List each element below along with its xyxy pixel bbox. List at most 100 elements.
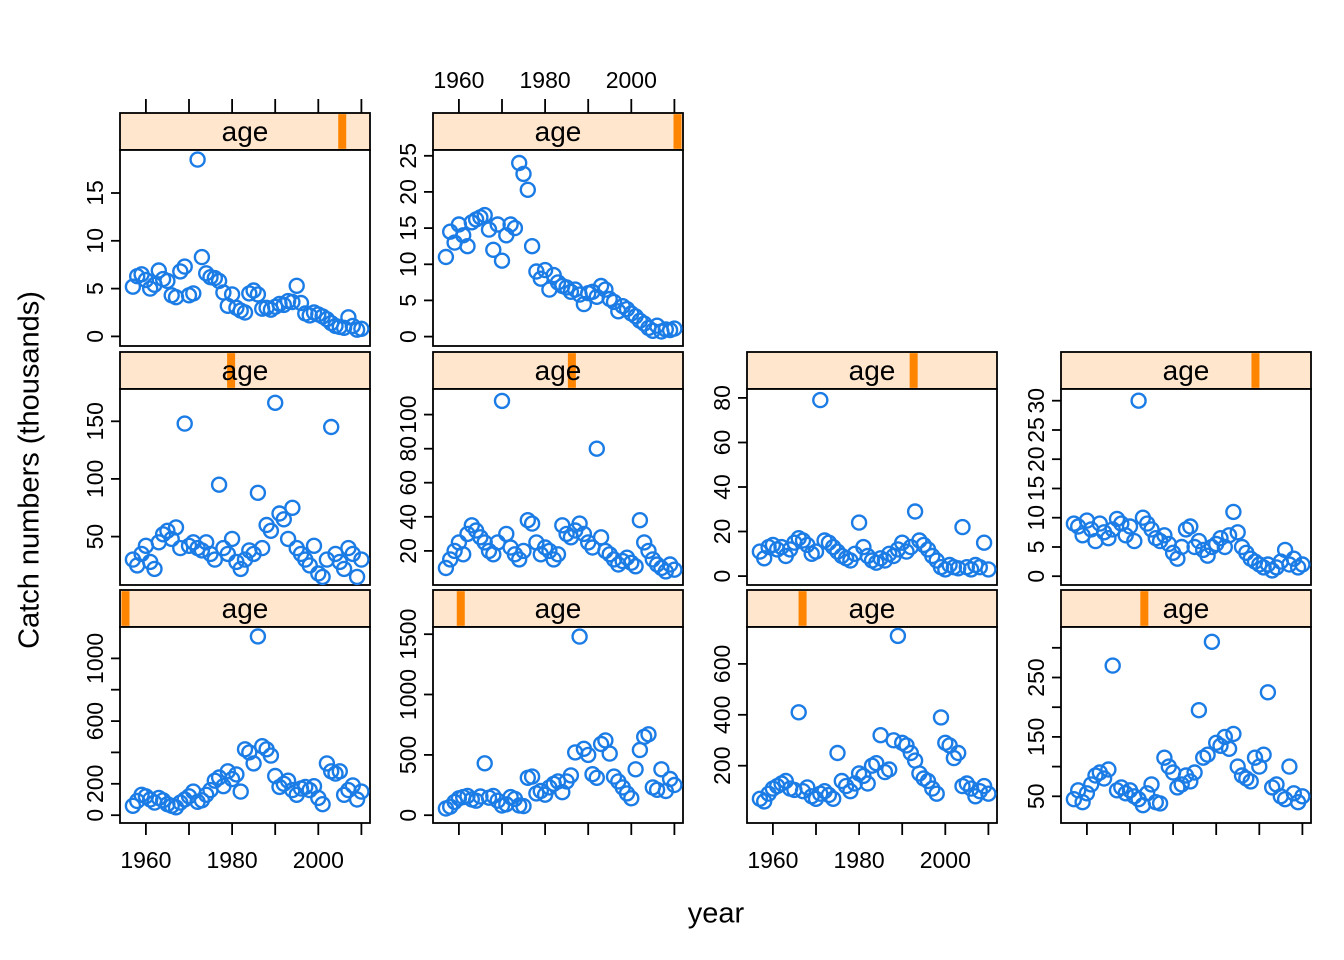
data-point — [1182, 773, 1199, 790]
data-point — [859, 775, 876, 792]
age-level-marker — [1140, 591, 1149, 626]
data-point — [1229, 758, 1246, 775]
data-point — [446, 793, 463, 811]
y-tick-label: 1000 — [82, 633, 108, 684]
data-point — [124, 278, 142, 295]
strip-title: age — [535, 116, 582, 147]
points-age-2 — [437, 628, 683, 817]
data-point — [288, 277, 305, 295]
data-point — [915, 536, 932, 554]
data-point — [1281, 758, 1298, 775]
y-tick-label: 20 — [395, 538, 421, 564]
data-point — [176, 415, 193, 432]
y-tick-label: 0 — [1023, 570, 1049, 583]
data-point — [597, 281, 614, 298]
y-tick-label: 100 — [395, 395, 421, 433]
data-point — [515, 165, 532, 183]
data-point — [1138, 785, 1156, 802]
data-point — [807, 543, 825, 560]
data-point — [154, 792, 172, 809]
data-point — [812, 391, 829, 409]
data-point — [794, 782, 812, 800]
data-point — [515, 542, 532, 560]
data-point — [1095, 770, 1113, 787]
data-point — [1294, 556, 1311, 573]
data-point — [210, 476, 228, 493]
y-tick-label: 30 — [1023, 388, 1049, 414]
y-tick-label: 0 — [82, 809, 108, 822]
points-age-3 — [751, 627, 997, 810]
data-point — [575, 525, 593, 543]
data-point — [510, 551, 528, 568]
data-point — [666, 776, 683, 794]
data-point — [764, 536, 782, 554]
data-point — [249, 628, 267, 645]
strip-title: age — [849, 355, 896, 386]
data-point — [523, 237, 541, 255]
data-point — [232, 783, 249, 800]
age-level-marker — [673, 114, 682, 149]
data-point — [623, 554, 640, 572]
y-tick-label: 20 — [709, 519, 735, 545]
data-point — [480, 542, 498, 560]
points-age-9 — [124, 151, 370, 338]
data-point — [1182, 518, 1199, 535]
y-tick-label: 1000 — [395, 669, 421, 720]
data-point — [223, 530, 241, 548]
data-point — [455, 546, 472, 563]
data-point — [898, 543, 915, 560]
data-point — [284, 293, 301, 311]
y-tick-label: 0 — [395, 330, 421, 343]
data-point — [292, 294, 310, 312]
data-point — [584, 765, 601, 783]
x-axis-title: year — [687, 897, 745, 930]
data-point — [493, 392, 511, 410]
data-point — [820, 534, 838, 551]
y-tick-label: 50 — [82, 524, 108, 550]
y-tick-label: 150 — [82, 402, 108, 440]
data-point — [558, 279, 575, 296]
data-point — [236, 304, 254, 321]
data-point — [172, 263, 189, 280]
data-point — [1225, 725, 1242, 743]
data-point — [1091, 515, 1108, 532]
points-age-10 — [437, 154, 683, 340]
data-point — [648, 781, 666, 799]
data-point — [924, 780, 941, 797]
data-point — [906, 503, 924, 520]
data-point — [932, 709, 950, 726]
data-point — [627, 761, 644, 778]
age-level-marker — [338, 114, 347, 149]
y-tick-label: 50 — [1023, 784, 1049, 810]
data-point — [558, 525, 575, 543]
points-age-5 — [124, 394, 370, 586]
data-point — [353, 320, 370, 338]
data-point — [502, 216, 519, 233]
strip-title: age — [1163, 593, 1210, 624]
data-point — [253, 539, 271, 557]
data-point — [197, 786, 215, 804]
data-point — [1190, 532, 1208, 550]
data-point — [223, 770, 241, 788]
data-point — [279, 530, 297, 548]
y-tick-label: 15 — [1023, 476, 1049, 502]
data-point — [142, 280, 159, 297]
panel-age-4: age 50 150 250 — [1023, 589, 1312, 835]
data-point — [971, 782, 989, 800]
data-point — [1199, 547, 1216, 564]
data-point — [348, 568, 366, 586]
data-point — [344, 317, 362, 335]
data-point — [310, 565, 327, 582]
data-point — [1229, 524, 1246, 541]
data-point — [523, 515, 541, 532]
data-point — [1156, 749, 1173, 766]
data-point — [794, 532, 812, 549]
data-point — [1156, 527, 1173, 544]
data-point — [124, 797, 142, 815]
data-point — [154, 526, 172, 543]
x-tick-label: 1980 — [520, 67, 571, 93]
data-point — [562, 767, 580, 784]
data-point — [911, 532, 928, 549]
data-point — [824, 790, 842, 808]
points-age-6 — [437, 392, 683, 580]
